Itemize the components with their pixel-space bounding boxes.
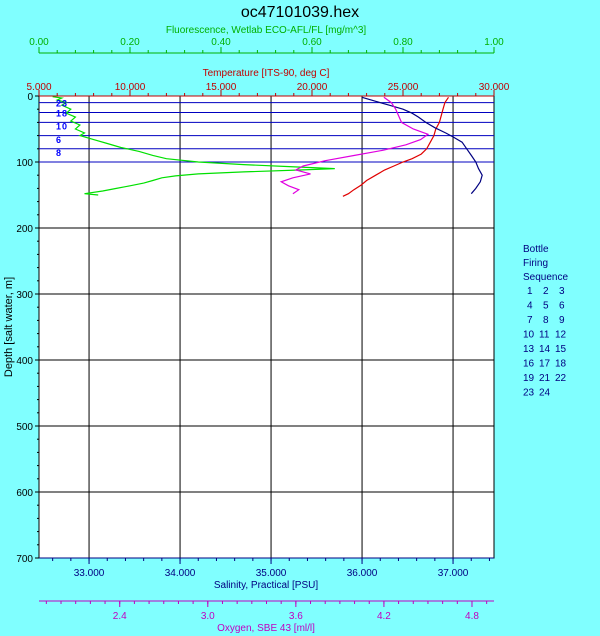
axes: 0 100 200 300 400 500 600 700 0.00 0.20 0.40 0.60 0.… (16, 37, 509, 622)
fluorescence-tick-label: 0.60 (302, 37, 322, 48)
salinity-tick-label: 33.000 (74, 568, 105, 579)
salinity-tick-label: 36.000 (347, 568, 378, 579)
legend-bottle-number: 11 (539, 330, 550, 341)
legend-bottle-number: 5 (543, 301, 549, 312)
bottle-marker-label: 1 (56, 109, 61, 119)
salinity-tick-label: 34.000 (165, 568, 196, 579)
bottle-marker-label: 3 (62, 99, 67, 109)
temperature-tick-label: 5.000 (26, 82, 51, 93)
fluorescence-profile-line (52, 96, 335, 196)
depth-tick-label: 400 (16, 356, 33, 367)
fluorescence-tick-label: 1.00 (484, 37, 504, 48)
bottle-marker-label: 1 (56, 122, 61, 132)
bottle-lines (39, 102, 494, 163)
legend-bottle-number: 8 (543, 315, 549, 326)
salinity-axis-label: Salinity, Practical [PSU] (214, 580, 319, 591)
temperature-tick-label: 15.000 (206, 82, 237, 93)
salinity-tick-label: 37.000 (438, 568, 469, 579)
legend-bottle-number: 19 (523, 373, 535, 384)
fluorescence-tick-label: 0.40 (211, 37, 231, 48)
legend-bottle-number: 1 (527, 286, 533, 297)
oxygen-tick-label: 3.6 (289, 611, 303, 622)
legend-title-line: Firing (523, 258, 548, 269)
salinity-tick-label: 35.000 (256, 568, 287, 579)
bottle-marker-label: 8 (56, 148, 61, 158)
temperature-axis-label: Temperature [ITS-90, deg C] (203, 68, 330, 79)
legend-bottle-number: 2 (543, 286, 549, 297)
chart-title: oc47101039.hex (241, 4, 359, 21)
legend-title-line: Bottle (523, 244, 549, 255)
depth-tick-label: 700 (16, 554, 33, 565)
legend-bottle-number: 16 (523, 359, 535, 370)
fluorescence-tick-label: 0.20 (120, 37, 140, 48)
series-group (52, 96, 483, 197)
depth-tick-label: 300 (16, 290, 33, 301)
bottle-marker-label: 0 (62, 122, 67, 132)
legend-bottle-number: 13 (523, 344, 535, 355)
legend-bottle-number: 10 (523, 330, 535, 341)
oxygen-tick-label: 4.2 (377, 611, 391, 622)
temperature-tick-label: 10.000 (115, 82, 146, 93)
legend-bottle-number: 3 (559, 286, 565, 297)
legend-bottle-number: 24 (539, 388, 551, 399)
bottle-marker-label: 8 (62, 109, 67, 119)
depth-tick-label: 200 (16, 224, 33, 235)
legend-bottle-number: 15 (555, 344, 567, 355)
temperature-tick-label: 30.000 (479, 82, 510, 93)
oxygen-axis-label: Oxygen, SBE 43 [ml/l] (217, 623, 315, 634)
depth-tick-label: 500 (16, 422, 33, 433)
depth-tick-label: 600 (16, 488, 33, 499)
temperature-tick-label: 25.000 (388, 82, 419, 93)
plot-background (38, 95, 495, 559)
legend-bottle-number: 9 (559, 315, 565, 326)
legend-bottle-number: 7 (527, 315, 533, 326)
temperature-tick-label: 20.000 (297, 82, 328, 93)
bottle-markers: 2 31 81 068 (56, 99, 67, 159)
legend-title-line: Sequence (523, 272, 568, 283)
depth-tick-label: 0 (27, 92, 33, 103)
fluorescence-tick-label: 0.00 (29, 37, 49, 48)
oxygen-tick-label: 2.4 (113, 611, 127, 622)
legend-bottle-number: 22 (555, 373, 567, 384)
legend-bottle-number: 6 (559, 301, 565, 312)
legend-bottle-number: 18 (555, 359, 567, 370)
legend-bottle-number: 17 (539, 359, 551, 370)
fluorescence-axis-label: Fluorescence, Wetlab ECO-AFL/FL [mg/m^3] (166, 25, 367, 36)
salinity-profile-line (361, 96, 483, 195)
legend-bottle-number: 12 (555, 330, 567, 341)
depth-tick-label: 100 (16, 158, 33, 169)
bottle-marker-label: 2 (56, 99, 61, 109)
bottle-marker-label: 6 (56, 135, 61, 145)
legend-bottle-number: 21 (539, 373, 551, 384)
oxygen-tick-label: 3.0 (201, 611, 215, 622)
legend-bottle-number: 23 (523, 388, 535, 399)
oxygen-profile-line (279, 96, 430, 195)
legend-bottle-number: 14 (539, 344, 551, 355)
oxygen-tick-label: 4.8 (465, 611, 479, 622)
fluorescence-tick-label: 0.80 (393, 37, 413, 48)
legend-bottle-number: 4 (527, 301, 533, 312)
depth-axis-label: Depth [salt water, m] (3, 277, 15, 377)
temperature-profile-line (342, 96, 449, 197)
